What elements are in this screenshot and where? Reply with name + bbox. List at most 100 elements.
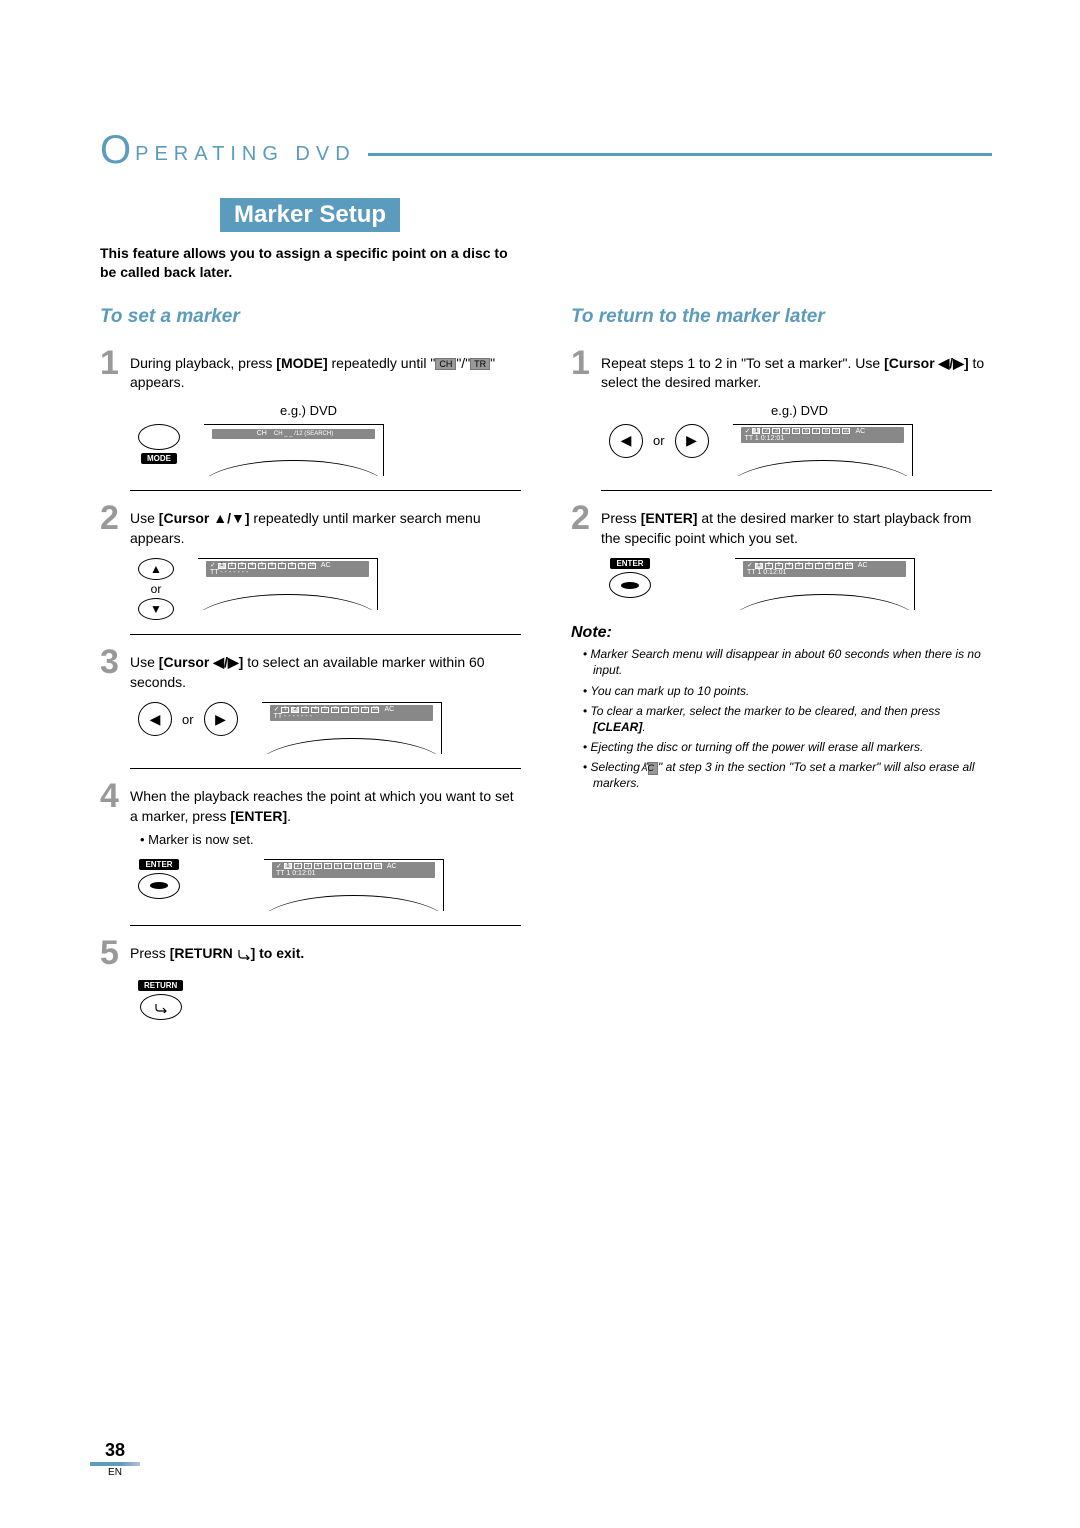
- screen-readout: ✓ 12345678910 AC TT - - - - - - -: [270, 705, 433, 721]
- screen-panel: ✓ 12345678910 AC TT 1 0:12:01: [264, 859, 444, 911]
- example-label: e.g.) DVD: [280, 403, 521, 418]
- page-footer: 38 EN: [90, 1440, 140, 1478]
- return-button-diagram: RETURN: [138, 980, 183, 1020]
- button-label: ENTER: [139, 859, 178, 870]
- section-title: PERATING DVD: [135, 143, 356, 166]
- text: CH _ _ /12 (SEARCH): [274, 431, 333, 437]
- text: Use: [130, 510, 159, 526]
- diagram: RETURN: [138, 980, 521, 1020]
- step-text: During playback, press [MODE] repeatedly…: [130, 346, 521, 393]
- step-item: 1 During playback, press [MODE] repeated…: [100, 346, 521, 393]
- section-rule: [368, 153, 992, 156]
- bold: [Cursor ◀/▶]: [159, 654, 244, 670]
- right-column: To return to the marker later 1 Repeat s…: [571, 306, 992, 1034]
- left-column: To set a marker 1 During playback, press…: [100, 306, 521, 1034]
- text: TT 1 0:12:01: [747, 569, 902, 576]
- note-heading: Note:: [571, 624, 992, 642]
- bold: [Cursor ◀/▶]: [884, 355, 969, 371]
- screen-panel: ✓ 12345678910 AC TT - - - - - - -: [262, 702, 442, 754]
- step-item: 2 Use [Cursor ▲/▼] repeatedly until mark…: [100, 501, 521, 548]
- text: TT 1 0:12:01: [745, 435, 900, 442]
- diagram: ENTER ✓ 12345678910 AC TT 1 0:12:01: [138, 859, 521, 911]
- step-text: Press [ENTER] at the desired marker to s…: [601, 501, 992, 548]
- note-item: Ejecting the disc or turning off the pow…: [583, 739, 992, 755]
- text: TT - - - - - - -: [210, 569, 365, 576]
- page-number: 38: [105, 1440, 125, 1461]
- right-button-icon: ▶: [204, 702, 238, 736]
- screen-readout: ✓ 12345678910 AC TT 1 0:12:01: [743, 561, 906, 577]
- enter-button-icon: [609, 572, 651, 598]
- step-number: 1: [100, 346, 130, 393]
- text: Press: [130, 945, 170, 961]
- bold: ] to exit.: [251, 945, 305, 961]
- button-label: RETURN: [138, 980, 183, 991]
- mode-button-diagram: MODE: [138, 424, 180, 464]
- tag-icon: CH: [435, 358, 456, 371]
- text: During playback, press: [130, 355, 276, 371]
- bold: [ENTER]: [641, 510, 698, 526]
- text: .: [287, 808, 291, 824]
- note-item: Marker Search menu will disappear in abo…: [583, 646, 992, 678]
- step-number: 4: [100, 779, 130, 848]
- intro-text: This feature allows you to assign a spec…: [100, 244, 520, 282]
- left-right-buttons: ◀ or ▶: [609, 424, 709, 458]
- button-label: ENTER: [610, 558, 649, 569]
- button-label: MODE: [141, 453, 177, 464]
- note-list: Marker Search menu will disappear in abo…: [571, 646, 992, 792]
- step-text: Use [Cursor ◀/▶] to select an available …: [130, 645, 521, 692]
- bold: [RETURN: [170, 945, 237, 961]
- note-item: You can mark up to 10 points.: [583, 683, 992, 699]
- page-lang: EN: [108, 1467, 122, 1478]
- up-button-icon: ▲: [138, 558, 174, 580]
- bold: [Cursor ▲/▼]: [159, 510, 250, 526]
- step-item: 2 Press [ENTER] at the desired marker to…: [571, 501, 992, 548]
- page-bar-icon: [90, 1462, 140, 1466]
- or-label: or: [182, 712, 194, 727]
- screen-readout: ✓ 12345678910 AC TT 1 0:12:01: [741, 427, 904, 443]
- right-button-icon: ▶: [675, 424, 709, 458]
- left-button-icon: ◀: [138, 702, 172, 736]
- diagram: ◀ or ▶ ✓ 12345678910 AC TT 1 0:12:01: [609, 424, 992, 476]
- step-item: 1 Repeat steps 1 to 2 in "To set a marke…: [571, 346, 992, 393]
- bold: [ENTER]: [230, 808, 287, 824]
- screen-readout: ✓ 12345678910 AC TT - - - - - - -: [206, 561, 369, 577]
- step-text: Use [Cursor ▲/▼] repeatedly until marker…: [130, 501, 521, 548]
- or-label: or: [151, 582, 162, 596]
- return-glyph-icon: [153, 1001, 169, 1013]
- text: Use: [130, 654, 159, 670]
- note-item: Selecting "AC" at step 3 in the section …: [583, 759, 992, 791]
- section-letter: O: [100, 130, 133, 170]
- feature-title: Marker Setup: [220, 198, 400, 232]
- step-number: 5: [100, 936, 130, 970]
- ac-tag-icon: AC: [648, 762, 659, 775]
- down-button-icon: ▼: [138, 598, 174, 620]
- divider: [130, 925, 521, 926]
- text: Press: [601, 510, 641, 526]
- divider: [130, 490, 521, 491]
- up-down-buttons: ▲ or ▼: [138, 558, 174, 620]
- right-heading: To return to the marker later: [571, 306, 992, 328]
- example-label: e.g.) DVD: [771, 403, 992, 418]
- step-item: 3 Use [Cursor ◀/▶] to select an availabl…: [100, 645, 521, 692]
- bullet-text: • Marker is now set.: [140, 831, 521, 849]
- step-number: 1: [571, 346, 601, 393]
- step-number: 2: [571, 501, 601, 548]
- screen-panel: ✓ 12345678910 AC TT 1 0:12:01: [733, 424, 913, 476]
- text: Repeat steps 1 to 2 in "To set a marker"…: [601, 355, 884, 371]
- diagram: ▲ or ▼ ✓ 12345678910 AC TT - - - - - - -: [138, 558, 521, 620]
- screen-panel: CH CH _ _ /12 (SEARCH): [204, 424, 384, 476]
- step-item: 5 Press [RETURN ] to exit.: [100, 936, 521, 970]
- left-button-icon: ◀: [609, 424, 643, 458]
- step-number: 3: [100, 645, 130, 692]
- text: "/": [456, 355, 470, 371]
- note-item: To clear a marker, select the marker to …: [583, 703, 992, 735]
- left-right-buttons: ◀ or ▶: [138, 702, 238, 736]
- mode-button-icon: [138, 424, 180, 450]
- step-number: 2: [100, 501, 130, 548]
- step-text: Repeat steps 1 to 2 in "To set a marker"…: [601, 346, 992, 393]
- step-text: When the playback reaches the point at w…: [130, 779, 521, 848]
- diagram: ENTER ✓ 12345678910 AC TT 1 0:12:01: [609, 558, 992, 610]
- step-text: Press [RETURN ] to exit.: [130, 936, 521, 970]
- return-icon: [237, 948, 251, 960]
- step-item: 4 When the playback reaches the point at…: [100, 779, 521, 848]
